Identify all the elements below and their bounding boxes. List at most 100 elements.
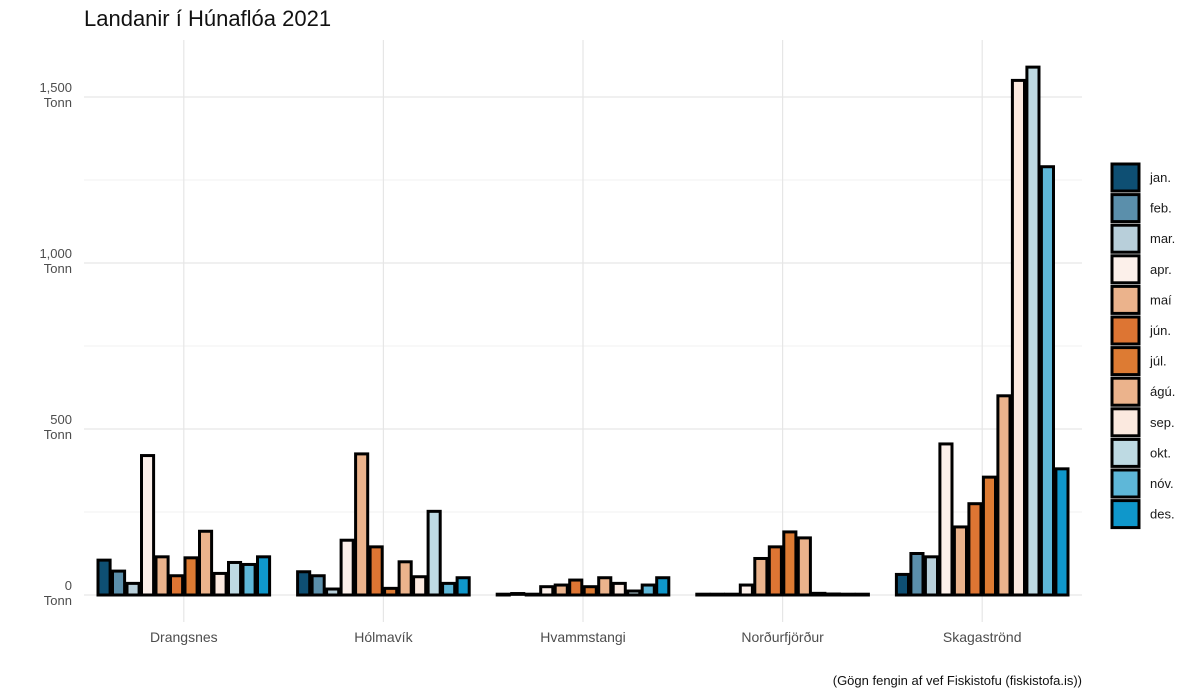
bars: [96, 65, 1070, 597]
bar-jan-Norðurfjörður: [695, 592, 711, 597]
legend-swatch-mar: [1110, 223, 1141, 254]
bar-sep-Hvammstangi: [611, 581, 627, 597]
bar-sep-Hólmavík: [412, 575, 428, 597]
bar-nóv-Norðurfjörður: [840, 592, 856, 597]
bar-ágú-Hvammstangi: [597, 576, 613, 597]
bar-ágú-Skagaströnd: [996, 394, 1012, 597]
bar-mar-Skagaströnd: [923, 555, 940, 597]
bar-nóv-Drangsnes: [241, 562, 257, 597]
bar-júl-Skagaströnd: [981, 475, 998, 597]
bar-feb-Hvammstangi: [510, 592, 526, 596]
bar-ágú-Norðurfjörður: [796, 536, 812, 597]
y-tick-label: 500 Tonn: [44, 412, 72, 442]
bar-maí-Skagaströnd: [952, 525, 969, 597]
legend-label: maí: [1150, 292, 1172, 307]
legend-swatch-jún: [1110, 315, 1141, 346]
bar-jún-Hvammstangi: [568, 578, 584, 597]
y-tick-label: 1,500 Tonn: [39, 80, 72, 110]
bar-apr-Skagaströnd: [938, 442, 954, 597]
bar-júl-Hólmavík: [383, 586, 399, 597]
bar-sep-Skagaströnd: [1010, 78, 1027, 597]
legend-label: nóv.: [1150, 476, 1174, 491]
bar-júl-Drangsnes: [183, 556, 199, 597]
bar-jan-Drangsnes: [96, 558, 112, 597]
x-tick-label: Drangsnes: [150, 629, 218, 645]
chart-title: Landanir í Húnaflóa 2021: [84, 6, 332, 31]
y-tick-label-line: Tonn: [44, 261, 72, 276]
bar-mar-Norðurfjörður: [724, 592, 740, 597]
bar-des-Skagaströnd: [1054, 467, 1070, 597]
bar-maí-Norðurfjörður: [753, 556, 769, 597]
bar-nóv-Hvammstangi: [640, 583, 656, 597]
y-tick-label-line: 500: [50, 412, 72, 427]
legend-label: apr.: [1150, 262, 1172, 277]
bar-jún-Drangsnes: [169, 574, 185, 597]
y-tick-label-line: 0: [65, 578, 72, 593]
bar-maí-Drangsnes: [154, 555, 170, 597]
bar-mar-Hvammstangi: [524, 592, 540, 597]
legend-label: júl.: [1149, 354, 1167, 369]
legend-swatch-okt: [1110, 437, 1141, 468]
legend-swatch-des: [1110, 499, 1141, 530]
bar-okt-Norðurfjörður: [825, 592, 841, 597]
bar-mar-Drangsnes: [125, 581, 141, 597]
legend-label: okt.: [1150, 445, 1171, 460]
bar-okt-Hólmavík: [426, 509, 442, 597]
x-tick-label: Norðurfjörður: [741, 629, 824, 645]
legend-label: jan.: [1149, 170, 1171, 185]
source-caption: (Gögn fengin af vef Fiskistofu (fiskisto…: [832, 673, 1082, 688]
legend-swatch-apr: [1110, 254, 1141, 285]
bar-okt-Drangsnes: [227, 560, 243, 597]
y-tick-label-line: Tonn: [44, 427, 72, 442]
bar-mar-Hólmavík: [325, 587, 341, 597]
legend-swatch-jan: [1110, 162, 1141, 193]
bar-okt-Skagaströnd: [1025, 65, 1041, 597]
y-tick-label-line: Tonn: [44, 593, 72, 608]
y-tick-label-line: Tonn: [44, 95, 72, 110]
bar-maí-Hólmavík: [354, 452, 370, 597]
bar-apr-Hólmavík: [339, 538, 355, 597]
bar-jún-Skagaströnd: [967, 502, 983, 597]
legend-label: ágú.: [1150, 384, 1175, 399]
x-tick-label: Hvammstangi: [540, 629, 626, 645]
legend-swatch-júl: [1110, 346, 1141, 377]
bar-nóv-Skagaströnd: [1039, 165, 1056, 597]
legend-swatch-ágú: [1110, 376, 1141, 407]
legend-swatch-maí: [1110, 284, 1141, 315]
bar-des-Hvammstangi: [655, 576, 671, 597]
y-tick-label-line: 1,000: [39, 246, 72, 261]
bar-des-Drangsnes: [256, 555, 272, 597]
bar-jún-Hólmavík: [368, 545, 384, 597]
bar-júl-Norðurfjörður: [782, 530, 798, 597]
legend-label: des.: [1150, 507, 1175, 522]
bar-feb-Hólmavík: [310, 574, 326, 597]
bar-feb-Drangsnes: [111, 569, 127, 597]
bar-jan-Hólmavík: [296, 570, 312, 597]
bar-júl-Hvammstangi: [582, 585, 598, 597]
legend-label: jún.: [1149, 323, 1171, 338]
bar-jan-Hvammstangi: [495, 592, 511, 597]
legend-label: sep.: [1150, 415, 1175, 430]
bar-maí-Hvammstangi: [553, 583, 569, 597]
bar-des-Hólmavík: [455, 576, 471, 597]
x-tick-label: Skagaströnd: [943, 629, 1022, 645]
bar-des-Norðurfjörður: [854, 592, 870, 597]
bar-feb-Norðurfjörður: [709, 592, 725, 597]
bar-apr-Hvammstangi: [539, 585, 555, 597]
bar-okt-Hvammstangi: [626, 589, 642, 597]
x-tick-label: Hólmavík: [354, 629, 413, 645]
y-tick-label-line: 1,500: [39, 80, 72, 95]
legend-swatch-sep: [1110, 407, 1141, 438]
bar-ágú-Drangsnes: [198, 529, 214, 597]
legend: jan. feb. mar. apr. maí jún. júl. ágú. sep. okt. n…: [1110, 162, 1175, 530]
bar-ágú-Hólmavík: [397, 560, 413, 597]
bar-apr-Drangsnes: [140, 454, 156, 597]
bar-feb-Skagaströnd: [909, 552, 925, 597]
y-tick-label: 1,000 Tonn: [39, 246, 72, 276]
bar-apr-Norðurfjörður: [738, 583, 754, 597]
grid: [84, 40, 1082, 622]
y-tick-label: 0 Tonn: [44, 578, 72, 608]
bar-sep-Drangsnes: [212, 571, 228, 597]
